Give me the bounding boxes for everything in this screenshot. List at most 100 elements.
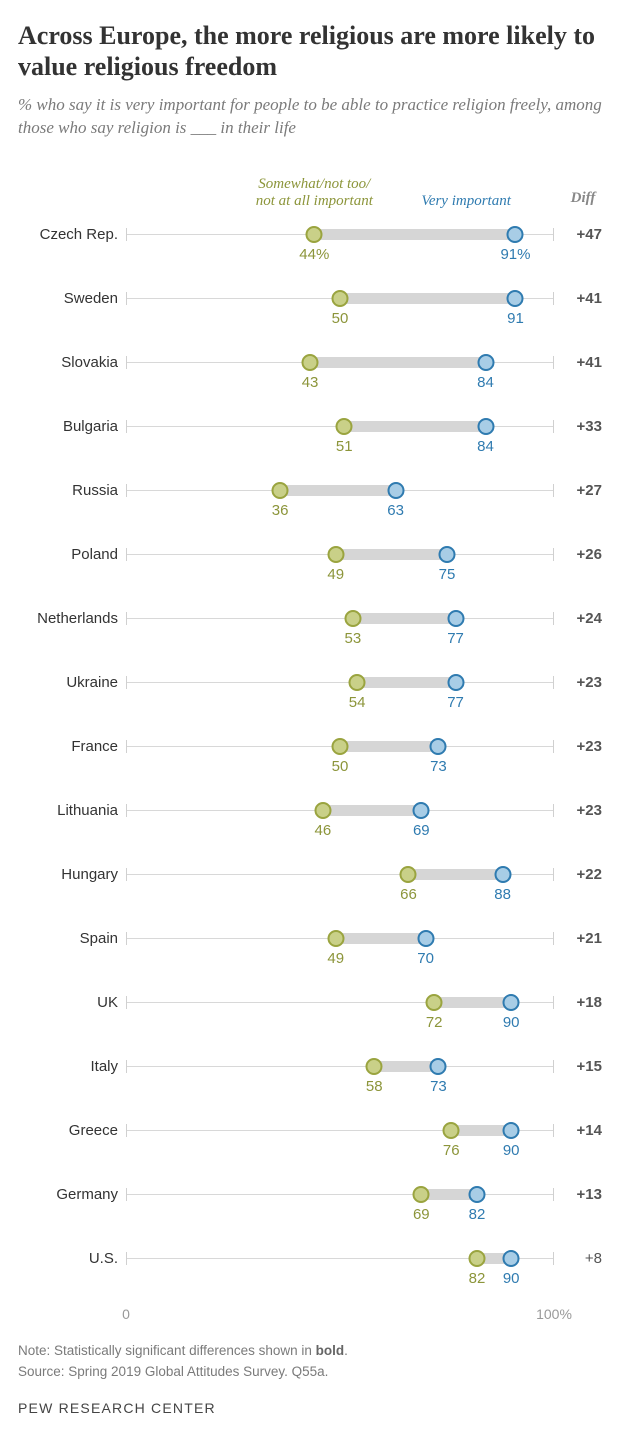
connector-bar xyxy=(340,741,438,752)
dot-high xyxy=(507,226,524,243)
dot-low xyxy=(302,354,319,371)
dot-high xyxy=(417,930,434,947)
dot-high xyxy=(447,674,464,691)
axis-max: 100% xyxy=(536,1306,572,1322)
dot-high xyxy=(387,482,404,499)
country-label: U.S. xyxy=(18,1250,118,1267)
diff-value: +13 xyxy=(558,1186,608,1203)
table-row: Slovakia4384+41 xyxy=(126,344,554,408)
tick-left xyxy=(126,548,127,561)
diff-value: +26 xyxy=(558,546,608,563)
dot-high xyxy=(503,1250,520,1267)
diff-value: +21 xyxy=(558,930,608,947)
diff-value: +8 xyxy=(558,1250,608,1267)
connector-bar xyxy=(310,357,485,368)
country-label: Poland xyxy=(18,546,118,563)
connector-bar xyxy=(434,997,511,1008)
country-label: UK xyxy=(18,994,118,1011)
axis-min: 0 xyxy=(122,1306,130,1322)
legend-high-label: Very important xyxy=(421,193,511,210)
diff-value: +14 xyxy=(558,1122,608,1139)
tick-right xyxy=(553,292,554,305)
diff-value: +24 xyxy=(558,610,608,627)
table-row: Hungary6688+22 xyxy=(126,856,554,920)
note-text: Note: Statistically significant differen… xyxy=(18,1342,608,1361)
dot-high xyxy=(477,354,494,371)
country-label: France xyxy=(18,738,118,755)
axis-track xyxy=(126,1066,554,1067)
country-label: Sweden xyxy=(18,290,118,307)
value-high: 63 xyxy=(387,502,404,519)
diff-value: +18 xyxy=(558,994,608,1011)
diff-value: +23 xyxy=(558,674,608,691)
connector-bar xyxy=(340,293,515,304)
value-high: 90 xyxy=(503,1014,520,1031)
tick-left xyxy=(126,420,127,433)
chart-area: Somewhat/not too/ not at all important V… xyxy=(18,168,608,1328)
value-high: 82 xyxy=(469,1206,486,1223)
dot-low xyxy=(332,738,349,755)
value-high: 90 xyxy=(503,1270,520,1287)
value-low: 54 xyxy=(349,694,366,711)
tick-right xyxy=(553,676,554,689)
rows-container: Czech Rep.44%91%+47Sweden5091+41Slovakia… xyxy=(126,216,554,1304)
axis-track xyxy=(126,1194,554,1195)
diff-value: +27 xyxy=(558,482,608,499)
tick-left xyxy=(126,804,127,817)
footer-attribution: PEW RESEARCH CENTER xyxy=(18,1400,608,1416)
country-label: Hungary xyxy=(18,866,118,883)
dot-high xyxy=(430,738,447,755)
chart-subtitle: % who say it is very important for peopl… xyxy=(18,94,608,140)
value-low: 43 xyxy=(302,374,319,391)
country-label: Netherlands xyxy=(18,610,118,627)
source-text: Source: Spring 2019 Global Attitudes Sur… xyxy=(18,1363,608,1382)
connector-bar xyxy=(336,933,426,944)
dot-low xyxy=(366,1058,383,1075)
dot-low xyxy=(426,994,443,1011)
value-high: 91% xyxy=(500,246,530,263)
table-row: Lithuania4669+23 xyxy=(126,792,554,856)
dot-low xyxy=(400,866,417,883)
tick-right xyxy=(553,484,554,497)
dot-high xyxy=(413,802,430,819)
table-row: Ukraine5477+23 xyxy=(126,664,554,728)
tick-left xyxy=(126,1124,127,1137)
value-low: 46 xyxy=(315,822,332,839)
legend-row: Somewhat/not too/ not at all important V… xyxy=(126,168,554,212)
dot-low xyxy=(413,1186,430,1203)
value-high: 73 xyxy=(430,1078,447,1095)
tick-left xyxy=(126,1252,127,1265)
tick-right xyxy=(553,1252,554,1265)
tick-left xyxy=(126,484,127,497)
dot-high xyxy=(430,1058,447,1075)
dot-low xyxy=(306,226,323,243)
tick-left xyxy=(126,356,127,369)
connector-bar xyxy=(280,485,396,496)
table-row: Germany6982+13 xyxy=(126,1176,554,1240)
value-high: 90 xyxy=(503,1142,520,1159)
dot-low xyxy=(327,546,344,563)
connector-bar xyxy=(314,229,515,240)
diff-header: Diff xyxy=(558,190,608,207)
tick-right xyxy=(553,996,554,1009)
note-pre: Note: Statistically significant differen… xyxy=(18,1343,316,1358)
value-low: 51 xyxy=(336,438,353,455)
dot-high xyxy=(507,290,524,307)
country-label: Lithuania xyxy=(18,802,118,819)
dot-low xyxy=(314,802,331,819)
tick-right xyxy=(553,1188,554,1201)
axis-track xyxy=(126,618,554,619)
value-low: 76 xyxy=(443,1142,460,1159)
country-label: Czech Rep. xyxy=(18,226,118,243)
table-row: Netherlands5377+24 xyxy=(126,600,554,664)
legend-low-label: Somewhat/not too/ not at all important xyxy=(256,176,373,211)
value-high: 70 xyxy=(417,950,434,967)
dot-high xyxy=(447,610,464,627)
dot-low xyxy=(344,610,361,627)
dot-low xyxy=(468,1250,485,1267)
diff-value: +23 xyxy=(558,738,608,755)
dot-low xyxy=(332,290,349,307)
chart-title: Across Europe, the more religious are mo… xyxy=(18,20,608,82)
value-high: 77 xyxy=(447,630,464,647)
dot-high xyxy=(439,546,456,563)
